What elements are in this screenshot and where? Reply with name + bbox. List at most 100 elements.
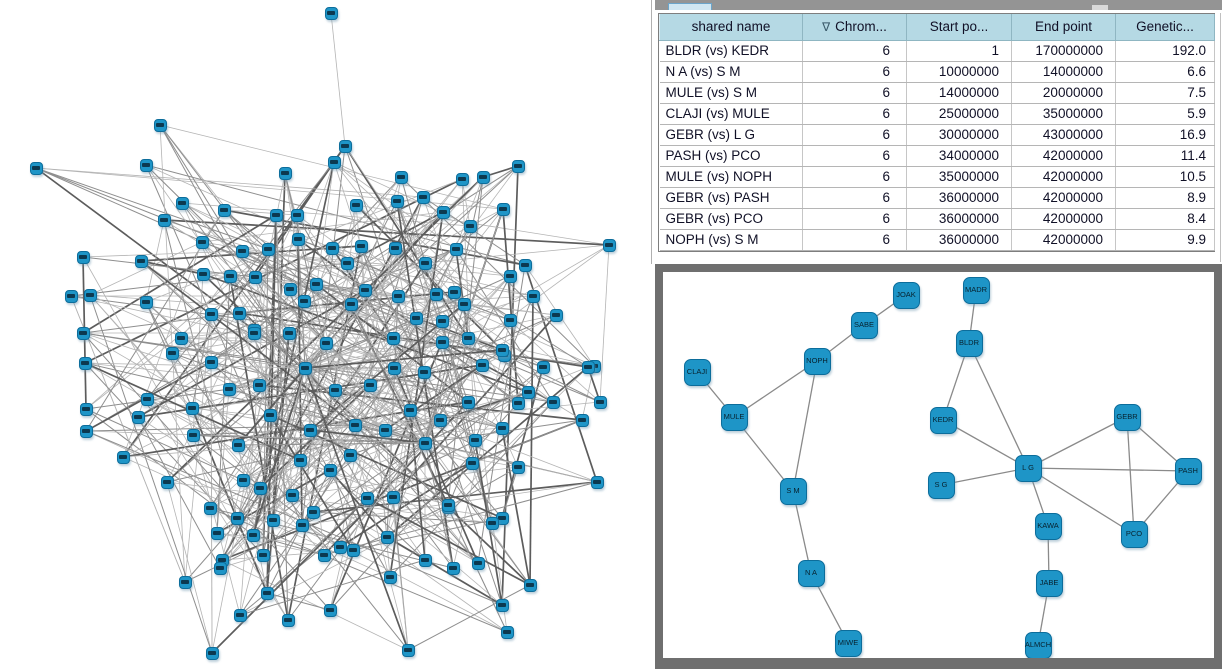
table-cell[interactable]: 42000000 <box>1011 187 1116 209</box>
table-row[interactable]: PASH (vs) PCO 6 34000000 42000000 11.4 <box>659 145 1215 167</box>
table-cell[interactable]: 42000000 <box>1011 208 1116 230</box>
network-node[interactable] <box>78 356 92 370</box>
table-cell[interactable]: NOPH (vs) S M <box>659 229 803 251</box>
table-cell[interactable]: 35000000 <box>1011 103 1116 125</box>
network-node-kawa[interactable]: KAWA <box>1034 512 1062 540</box>
network-node-kedr[interactable]: KEDR <box>929 406 957 434</box>
network-node[interactable] <box>153 118 167 132</box>
network-node[interactable] <box>340 256 354 270</box>
network-node[interactable] <box>401 643 415 657</box>
table-scrollbar-edge[interactable] <box>1220 13 1221 262</box>
table-cell[interactable]: 9.9 <box>1115 229 1215 251</box>
table-cell[interactable]: 20000000 <box>1011 82 1116 104</box>
network-node[interactable] <box>416 190 430 204</box>
network-node[interactable] <box>139 158 153 172</box>
network-node-n-a[interactable]: N A <box>797 559 825 587</box>
table-cell[interactable]: 43000000 <box>1011 124 1116 146</box>
network-node[interactable] <box>230 511 244 525</box>
network-node[interactable] <box>511 159 525 173</box>
table-cell[interactable]: 192.0 <box>1115 40 1215 62</box>
network-node[interactable] <box>409 311 423 325</box>
table-cell[interactable]: 6 <box>802 40 907 62</box>
table-row[interactable]: CLAJI (vs) MULE 6 25000000 35000000 5.9 <box>659 103 1215 125</box>
network-node[interactable] <box>461 395 475 409</box>
network-node[interactable] <box>223 269 237 283</box>
network-node[interactable] <box>449 242 463 256</box>
network-node[interactable] <box>457 297 471 311</box>
network-node[interactable] <box>388 241 402 255</box>
network-node[interactable] <box>511 460 525 474</box>
network-node[interactable] <box>217 203 231 217</box>
network-node[interactable] <box>417 365 431 379</box>
network-node[interactable] <box>236 473 250 487</box>
table-cell[interactable]: GEBR (vs) PASH <box>659 187 803 209</box>
network-node[interactable] <box>387 361 401 375</box>
table-cell[interactable]: 6.6 <box>1115 61 1215 83</box>
network-node[interactable] <box>518 258 532 272</box>
network-node[interactable] <box>76 250 90 264</box>
table-cell[interactable]: 42000000 <box>1011 145 1116 167</box>
network-node[interactable] <box>465 456 479 470</box>
network-node[interactable] <box>590 475 604 489</box>
network-node[interactable] <box>79 402 93 416</box>
network-node[interactable] <box>196 267 210 281</box>
table-cell[interactable]: BLDR (vs) KEDR <box>659 40 803 62</box>
table-cell[interactable]: 6 <box>802 187 907 209</box>
network-node-l-g[interactable]: L G <box>1014 454 1042 482</box>
network-node[interactable] <box>325 241 339 255</box>
network-node[interactable] <box>418 553 432 567</box>
network-node[interactable] <box>461 331 475 345</box>
network-node[interactable] <box>436 205 450 219</box>
network-node[interactable] <box>252 378 266 392</box>
table-cell[interactable]: N A (vs) S M <box>659 61 803 83</box>
network-node[interactable] <box>363 378 377 392</box>
network-node[interactable] <box>134 254 148 268</box>
network-node[interactable] <box>283 282 297 296</box>
network-node[interactable] <box>247 326 261 340</box>
network-node-sabe[interactable]: SABE <box>850 311 878 339</box>
table-cell[interactable]: 6 <box>802 82 907 104</box>
network-node[interactable] <box>131 410 145 424</box>
network-node-claji[interactable]: CLAJI <box>683 358 711 386</box>
table-row[interactable]: N A (vs) S M 6 10000000 14000000 6.6 <box>659 61 1215 83</box>
table-cell[interactable]: 7.5 <box>1115 82 1215 104</box>
network-node-s-g[interactable]: S G <box>927 471 955 499</box>
table-cell[interactable]: 5.9 <box>1115 103 1215 125</box>
table-cell[interactable]: CLAJI (vs) MULE <box>659 103 803 125</box>
network-node[interactable] <box>278 166 292 180</box>
network-node-jabe[interactable]: JABE <box>1035 569 1063 597</box>
network-node[interactable] <box>394 170 408 184</box>
network-node[interactable] <box>160 475 174 489</box>
network-node[interactable] <box>297 294 311 308</box>
network-node[interactable] <box>546 395 560 409</box>
column-header-4[interactable]: Genetic... <box>1115 14 1215 41</box>
network-node[interactable] <box>291 232 305 246</box>
table-cell[interactable]: GEBR (vs) PCO <box>659 208 803 230</box>
table-cell[interactable]: 6 <box>802 103 907 125</box>
network-node[interactable] <box>298 361 312 375</box>
network-node[interactable] <box>248 270 262 284</box>
table-cell[interactable]: 36000000 <box>906 229 1012 251</box>
table-cell[interactable]: 8.9 <box>1115 187 1215 209</box>
network-node[interactable] <box>418 436 432 450</box>
network-node[interactable] <box>303 423 317 437</box>
network-node[interactable] <box>343 448 357 462</box>
network-node-almch[interactable]: ALMCH <box>1024 631 1052 658</box>
column-header-3[interactable]: End point <box>1011 14 1116 41</box>
network-node[interactable] <box>463 219 477 233</box>
network-node[interactable] <box>346 543 360 557</box>
network-node-pco[interactable]: PCO <box>1120 520 1148 548</box>
network-node[interactable] <box>386 331 400 345</box>
network-node[interactable] <box>503 313 517 327</box>
network-node[interactable] <box>455 172 469 186</box>
table-cell[interactable]: 1 <box>906 40 1012 62</box>
network-node-gebr[interactable]: GEBR <box>1113 403 1141 431</box>
network-node[interactable] <box>495 598 509 612</box>
network-node[interactable] <box>29 161 43 175</box>
table-panel-tab[interactable] <box>668 3 712 10</box>
network-node[interactable] <box>344 297 358 311</box>
table-cell[interactable]: 25000000 <box>906 103 1012 125</box>
network-node[interactable] <box>195 235 209 249</box>
network-node[interactable] <box>116 450 130 464</box>
table-cell[interactable]: PASH (vs) PCO <box>659 145 803 167</box>
